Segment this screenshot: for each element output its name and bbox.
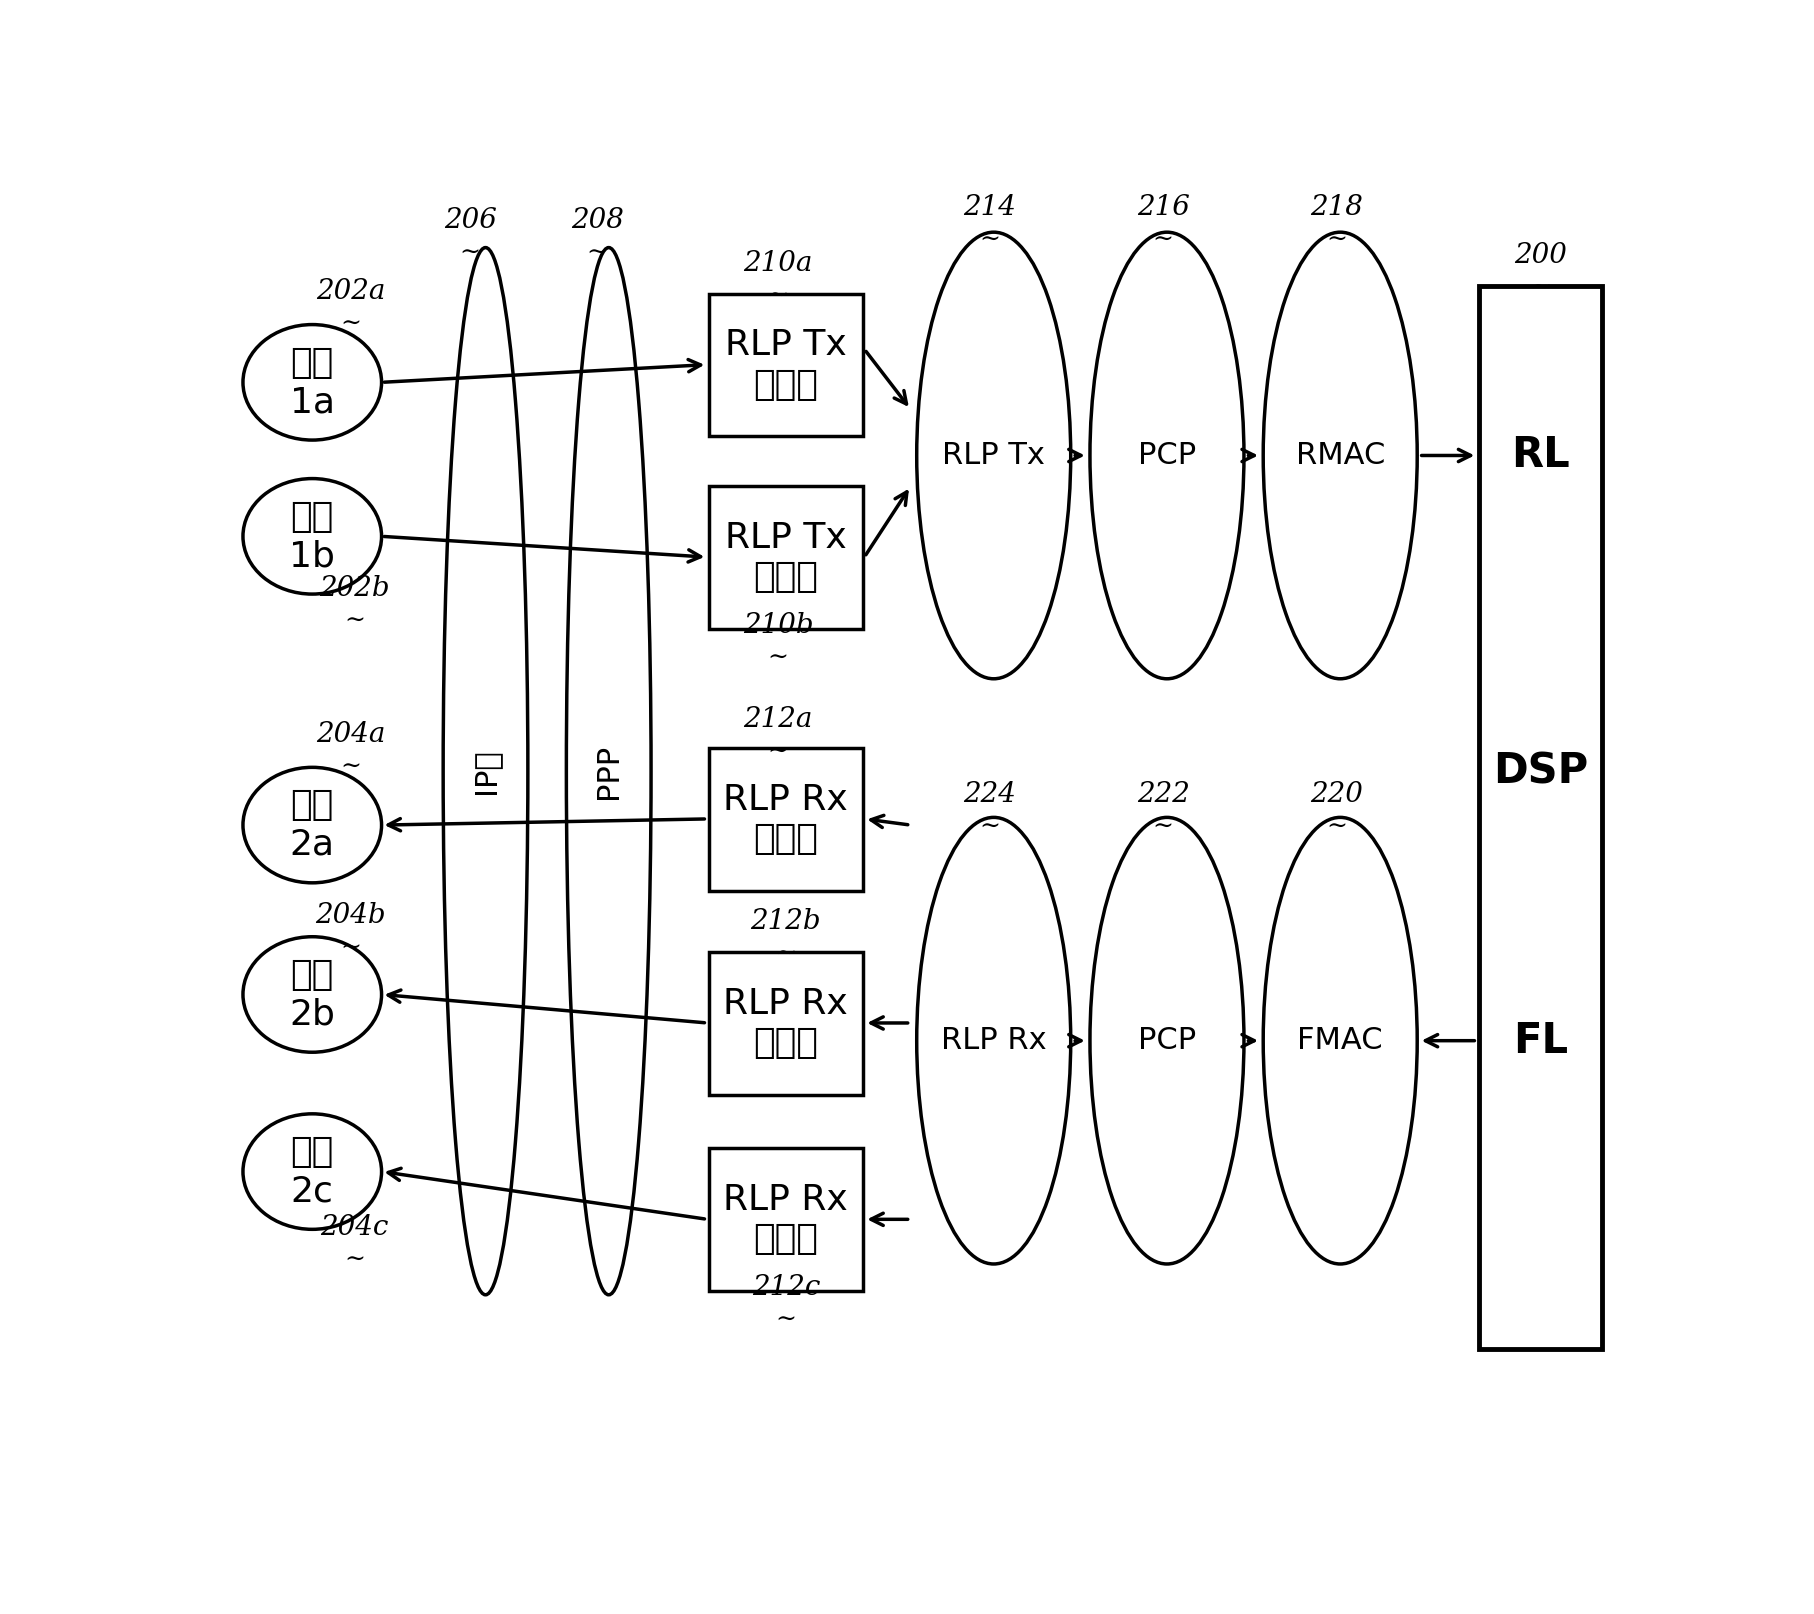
Text: 应用
2b: 应用 2b — [288, 957, 336, 1031]
Text: DSP: DSP — [1491, 751, 1587, 792]
Text: ∼: ∼ — [767, 741, 787, 763]
Text: ∼: ∼ — [1326, 229, 1346, 252]
Text: 204a: 204a — [316, 721, 385, 747]
Text: ∼: ∼ — [767, 647, 787, 670]
Text: 212b: 212b — [749, 909, 820, 935]
Text: 204c: 204c — [321, 1214, 388, 1241]
Text: ∼: ∼ — [1529, 278, 1549, 300]
Text: 204b: 204b — [316, 902, 386, 930]
Text: RMAC: RMAC — [1295, 441, 1384, 470]
Text: ∼: ∼ — [586, 242, 608, 265]
Text: 210a: 210a — [744, 250, 813, 278]
Text: RLP Tx: RLP Tx — [941, 441, 1045, 470]
Text: ∼: ∼ — [1152, 229, 1174, 252]
Bar — [709, 486, 862, 629]
Text: 212a: 212a — [744, 705, 813, 733]
Text: RLP Tx
缓冲器: RLP Tx 缓冲器 — [724, 328, 845, 402]
Text: 应用
1b: 应用 1b — [288, 500, 336, 573]
Text: 206: 206 — [443, 207, 497, 234]
Text: PCP: PCP — [1137, 441, 1195, 470]
Text: 224: 224 — [963, 781, 1016, 809]
Text: 应用
2a: 应用 2a — [290, 788, 334, 862]
Bar — [709, 1149, 862, 1291]
Text: ∼: ∼ — [1152, 815, 1174, 839]
Text: 202a: 202a — [316, 278, 385, 305]
Text: RLP Rx: RLP Rx — [940, 1027, 1047, 1056]
Text: RLP Rx
缓冲器: RLP Rx 缓冲器 — [724, 783, 847, 855]
Text: ∼: ∼ — [775, 1309, 796, 1332]
Text: 214: 214 — [963, 194, 1016, 221]
Text: 218: 218 — [1310, 194, 1362, 221]
Text: 应用
2c: 应用 2c — [290, 1135, 334, 1209]
Text: FMAC: FMAC — [1297, 1027, 1382, 1056]
Text: ∼: ∼ — [339, 755, 361, 780]
Text: ∼: ∼ — [339, 313, 361, 336]
Text: ∼: ∼ — [345, 610, 365, 633]
Text: 210b: 210b — [742, 612, 813, 639]
Text: RLP Rx
缓冲器: RLP Rx 缓冲器 — [724, 1183, 847, 1256]
Text: 208: 208 — [570, 207, 624, 234]
Bar — [709, 294, 862, 436]
Text: PPP: PPP — [593, 744, 622, 799]
Text: 220: 220 — [1310, 781, 1362, 809]
Bar — [709, 747, 862, 891]
Text: 应用
1a: 应用 1a — [290, 345, 334, 420]
Text: PCP: PCP — [1137, 1027, 1195, 1056]
Text: 216: 216 — [1136, 194, 1188, 221]
Text: FL: FL — [1513, 1020, 1567, 1062]
Text: ∼: ∼ — [345, 1249, 365, 1272]
Text: RLP Tx
缓冲器: RLP Tx 缓冲器 — [724, 521, 845, 594]
Text: ∼: ∼ — [1326, 815, 1346, 839]
Text: ∼: ∼ — [767, 284, 787, 308]
Text: RL: RL — [1511, 434, 1569, 476]
Bar — [709, 952, 862, 1094]
Text: ∼: ∼ — [980, 815, 1000, 839]
Bar — [1478, 286, 1602, 1349]
Text: ∼: ∼ — [980, 229, 1000, 252]
Text: 222: 222 — [1136, 781, 1188, 809]
Text: 212c: 212c — [751, 1273, 820, 1301]
Text: 200: 200 — [1513, 242, 1565, 270]
Text: 202b: 202b — [319, 575, 390, 602]
Text: ∼: ∼ — [459, 242, 481, 265]
Text: IP栈: IP栈 — [472, 749, 499, 794]
Text: ∼: ∼ — [775, 943, 796, 965]
Text: ∼: ∼ — [339, 936, 361, 960]
Text: RLP Rx
缓冲器: RLP Rx 缓冲器 — [724, 986, 847, 1060]
